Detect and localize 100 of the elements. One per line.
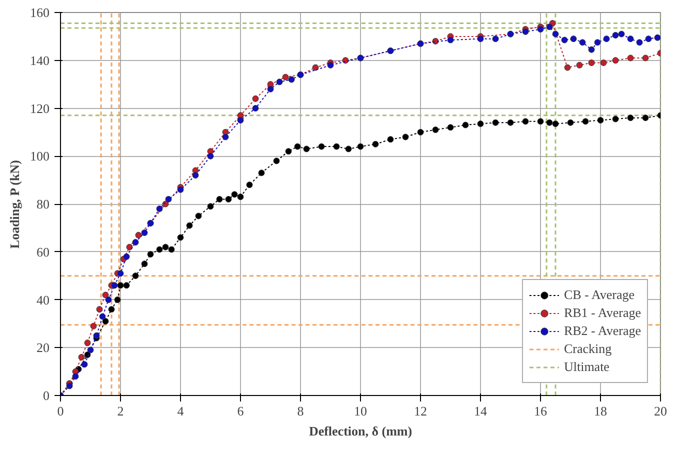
point <box>636 39 643 46</box>
point <box>579 39 586 46</box>
point <box>168 246 175 253</box>
point <box>216 196 223 202</box>
point <box>114 296 121 303</box>
y-tick-label: 140 <box>30 52 50 68</box>
y-tick-label: 120 <box>30 100 50 116</box>
point <box>102 292 109 298</box>
point <box>387 136 394 143</box>
point <box>642 54 649 62</box>
x-tick-label: 16 <box>534 404 548 418</box>
point <box>276 78 283 86</box>
x-tick-label: 6 <box>237 404 244 418</box>
point <box>627 36 634 42</box>
y-tick-label: 160 <box>30 5 50 20</box>
legend-label: Cracking <box>564 341 612 357</box>
point <box>231 191 238 198</box>
point <box>195 212 202 220</box>
point <box>645 36 652 42</box>
point <box>537 118 544 125</box>
point <box>105 296 112 303</box>
point <box>447 36 454 44</box>
point <box>522 118 529 125</box>
legend-label: CB - Average <box>564 287 634 303</box>
x-tick-label: 10 <box>354 404 367 418</box>
point <box>165 196 172 202</box>
point <box>552 120 559 128</box>
point <box>222 134 229 140</box>
point <box>207 203 214 210</box>
point <box>588 60 595 66</box>
point <box>258 170 265 176</box>
point <box>552 30 559 38</box>
x-tick-label: 12 <box>414 404 427 418</box>
point <box>618 30 625 38</box>
point <box>237 194 244 200</box>
point <box>447 124 454 131</box>
point <box>81 361 88 368</box>
point <box>162 244 169 250</box>
point <box>402 134 409 140</box>
point <box>252 95 259 102</box>
point <box>588 46 595 53</box>
point <box>345 146 352 152</box>
ref-line-label: Ultimate <box>564 359 610 375</box>
x-axis-title: Deflection, δ (mm) <box>308 424 412 438</box>
y-tick-label: 60 <box>36 244 50 260</box>
legend-label: RB1 - Average <box>564 305 641 321</box>
point <box>147 251 154 258</box>
point <box>597 116 604 124</box>
point <box>600 60 607 66</box>
point <box>186 222 193 229</box>
point <box>546 119 553 126</box>
point <box>66 382 73 390</box>
point <box>432 126 439 134</box>
point <box>99 313 106 320</box>
point <box>303 146 310 152</box>
point <box>96 306 103 313</box>
point <box>582 118 589 125</box>
point <box>72 373 79 380</box>
x-tick-label: 0 <box>57 404 64 418</box>
point <box>285 148 292 155</box>
point <box>546 24 553 30</box>
point <box>90 322 97 330</box>
point <box>132 239 139 246</box>
point <box>333 143 340 150</box>
point <box>207 152 214 160</box>
point <box>417 128 424 136</box>
point <box>246 182 253 188</box>
x-tick-label: 20 <box>654 404 667 418</box>
point <box>627 114 634 122</box>
point <box>102 318 109 325</box>
point <box>156 206 163 212</box>
point <box>492 119 499 126</box>
x-tick-label: 4 <box>177 404 184 418</box>
point <box>318 143 325 150</box>
y-tick-label: 20 <box>36 340 50 356</box>
point <box>123 282 130 289</box>
point <box>462 122 469 128</box>
point <box>108 306 115 313</box>
point <box>123 253 130 260</box>
point <box>561 36 568 44</box>
point <box>177 186 184 193</box>
x-tick-label: 18 <box>594 404 607 418</box>
point <box>273 158 280 164</box>
point <box>612 32 619 38</box>
point <box>111 282 118 289</box>
point <box>288 76 295 83</box>
y-tick-label: 100 <box>30 148 50 164</box>
point <box>126 244 133 250</box>
point <box>117 270 124 277</box>
y-tick-label: 40 <box>36 292 50 308</box>
point <box>252 105 259 112</box>
x-tick-label: 2 <box>117 404 124 418</box>
x-tick-label: 8 <box>297 404 304 418</box>
point <box>537 26 544 32</box>
point <box>312 64 319 71</box>
point <box>141 229 148 236</box>
point <box>564 64 571 71</box>
point <box>477 36 484 42</box>
point <box>627 54 634 62</box>
point <box>132 272 139 280</box>
